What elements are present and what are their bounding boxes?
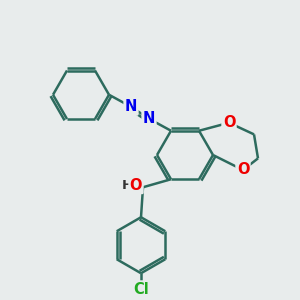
- Text: O: O: [237, 163, 249, 178]
- Text: N: N: [143, 111, 155, 126]
- Text: Cl: Cl: [133, 282, 149, 297]
- Text: O: O: [130, 178, 142, 193]
- Text: N: N: [125, 99, 137, 114]
- Text: O: O: [223, 115, 235, 130]
- Text: H: H: [122, 179, 133, 192]
